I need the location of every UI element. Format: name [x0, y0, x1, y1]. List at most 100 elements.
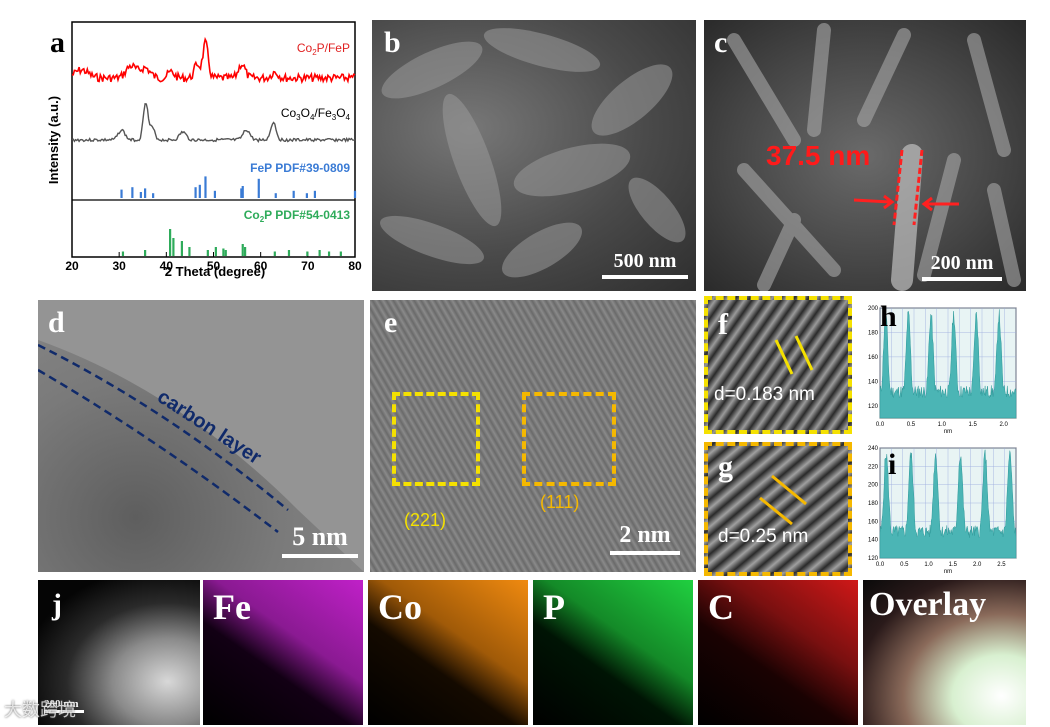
profile-area — [879, 309, 1017, 419]
profile-ytick-label: 240 — [868, 446, 879, 452]
scalebar-d-bar — [282, 554, 358, 558]
map-label-p: P — [543, 587, 565, 627]
dspacing-f: d=0.183 nm — [714, 384, 815, 405]
dspacing-g: d=0.25 nm — [718, 526, 809, 547]
profile-ytick-label: 120 — [868, 404, 879, 410]
xrd-series-co2p-fep — [71, 36, 356, 85]
panel-label-g: g — [718, 450, 733, 483]
xrd-chart: 20 30 40 50 60 70 80 2 Theta (degree) Intensit… — [46, 21, 362, 279]
watermark: 大数跨境 — [4, 700, 76, 721]
xrd-xlabel: 2 Theta (degree) — [165, 264, 265, 279]
scalebar-e-bar — [610, 551, 680, 555]
arrow-left-icon — [853, 194, 895, 210]
xrd-ylabel: Intensity (a.u.) — [46, 96, 61, 184]
panel-label-e: e — [384, 306, 398, 339]
profile-xtick-label: 2.0 — [973, 562, 982, 568]
profile-h-chart: 120 140 160 180 200 0.0 0.5 1.0 1.5 2.0 nm — [868, 306, 1017, 435]
plane-221-label: (221) — [404, 510, 447, 530]
profile-xtick-label: 1.0 — [924, 562, 933, 568]
xrd-series-co3o4-fe3o4 — [71, 102, 356, 143]
profile-xtick-label: 2.5 — [997, 562, 1006, 568]
xrd-legend-red: Co2P/FeP — [297, 41, 350, 57]
profile-ytick-label: 200 — [868, 483, 879, 489]
map-fe: Fe — [203, 580, 363, 725]
panel-e-hrtem: (221) (111) e 2 nm — [370, 300, 696, 572]
panel-d-tem: carbon layer d 5 nm — [38, 300, 364, 572]
profile-xtick-label: 0.5 — [907, 422, 916, 428]
panel-a-xrd: 20 30 40 50 60 70 80 2 Theta (degree) Intensit… — [0, 0, 368, 300]
xrd-xtick-label: 40 — [160, 259, 174, 273]
profile-ytick-label: 140 — [868, 538, 879, 544]
carbon-layer-outer — [38, 343, 289, 511]
panel-h-profile: 120 140 160 180 200 0.0 0.5 1.0 1.5 2.0 nm h — [856, 300, 1026, 440]
profile-ytick-label: 200 — [868, 306, 879, 312]
panel-label-a: a — [50, 26, 65, 59]
panel-label-i: i — [888, 448, 897, 481]
profile-xtick-label: 1.5 — [969, 422, 978, 428]
profile-ytick-label: 160 — [868, 355, 879, 361]
xrd-xtick-label: 70 — [301, 259, 315, 273]
map-label-overlay: Overlay — [869, 586, 987, 623]
profile-ytick-label: 140 — [868, 379, 879, 385]
tem-d-image: carbon layer — [38, 300, 364, 572]
xrd-ref-fep-label: FeP PDF#39-0809 — [250, 161, 350, 175]
profile-xtick-label: 1.5 — [949, 562, 958, 568]
profile-ytick-label: 160 — [868, 519, 879, 525]
panel-c-sem: c 37.5 nm 200 nm — [704, 20, 1026, 291]
profile-xtick-label: 2.0 — [999, 422, 1008, 428]
profile-ytick-label: 180 — [868, 330, 879, 336]
scalebar-d-text: 5 nm — [292, 522, 348, 551]
xrd-xtick-label: 50 — [207, 259, 221, 273]
profile-xunit: nm — [944, 429, 952, 435]
map-p: P — [533, 580, 693, 725]
profile-ytick-label: 180 — [868, 501, 879, 507]
xrd-legend-gray: Co3O4/Fe3O4 — [281, 106, 351, 122]
scalebar-e: 2 nm — [610, 522, 680, 555]
panel-label-b: b — [384, 26, 401, 59]
measure-outline — [892, 149, 924, 226]
map-co: Co — [368, 580, 528, 725]
map-haadf: j 200 nm — [38, 580, 200, 725]
measure-label: 37.5 nm — [766, 140, 871, 171]
plane-111-label: (111) — [540, 492, 580, 512]
scalebar-e-text: 2 nm — [619, 522, 671, 548]
sem-c-rods — [727, 23, 1021, 291]
profile-area — [879, 449, 1017, 559]
scalebar-j-bar — [44, 710, 84, 713]
panel-label-f: f — [718, 308, 728, 341]
region-box-111 — [522, 392, 616, 486]
panel-label-c: c — [714, 26, 728, 59]
carbon-layer-inner — [38, 368, 279, 533]
xrd-xtick-label: 30 — [112, 259, 126, 273]
map-overlay: Overlay — [863, 580, 1026, 725]
panel-label-d: d — [48, 306, 65, 339]
panel-b-sem: b 500 nm — [372, 20, 696, 291]
sem-b-flakes — [380, 28, 686, 278]
xrd-ref-co2p-label: Co2P PDF#54-0413 — [244, 208, 351, 224]
panel-f-fft: f d=0.183 nm — [704, 296, 852, 434]
lattice-g-lines — [759, 474, 807, 526]
scalebar-c-text: 200 nm — [930, 252, 994, 274]
xrd-xtick-label: 60 — [254, 259, 268, 273]
panel-label-h: h — [880, 300, 897, 333]
scalebar-b-bar — [602, 275, 688, 279]
profile-xtick-label: 0.5 — [900, 562, 909, 568]
arrow-right-icon — [921, 196, 959, 212]
map-c: C — [698, 580, 858, 725]
map-label-c: C — [708, 587, 734, 627]
profile-i-chart: 120 140 160 180 200 220 240 0.0 0.5 1.0 1.5 2.0 2.5 n… — [868, 446, 1017, 575]
scalebar-j: 200 nm — [44, 698, 84, 713]
panel-i-profile: 120 140 160 180 200 220 240 0.0 0.5 1.0 1.5 2.0 2.5 n… — [856, 440, 1026, 580]
xrd-xtick-label: 20 — [65, 259, 79, 273]
scalebar-d: 5 nm — [282, 522, 358, 558]
profile-xunit: nm — [944, 569, 952, 575]
profile-xtick-label: 0.0 — [876, 562, 885, 568]
scalebar-c: 200 nm — [922, 252, 1002, 281]
profile-ytick-label: 220 — [868, 464, 879, 470]
profile-xtick-label: 0.0 — [876, 422, 885, 428]
scalebar-b: 500 nm — [602, 250, 688, 279]
profile-ytick-label: 120 — [868, 556, 879, 562]
scalebar-c-bar — [922, 277, 1002, 281]
scalebar-b-text: 500 nm — [613, 250, 677, 272]
xrd-xtick-label: 80 — [348, 259, 362, 273]
